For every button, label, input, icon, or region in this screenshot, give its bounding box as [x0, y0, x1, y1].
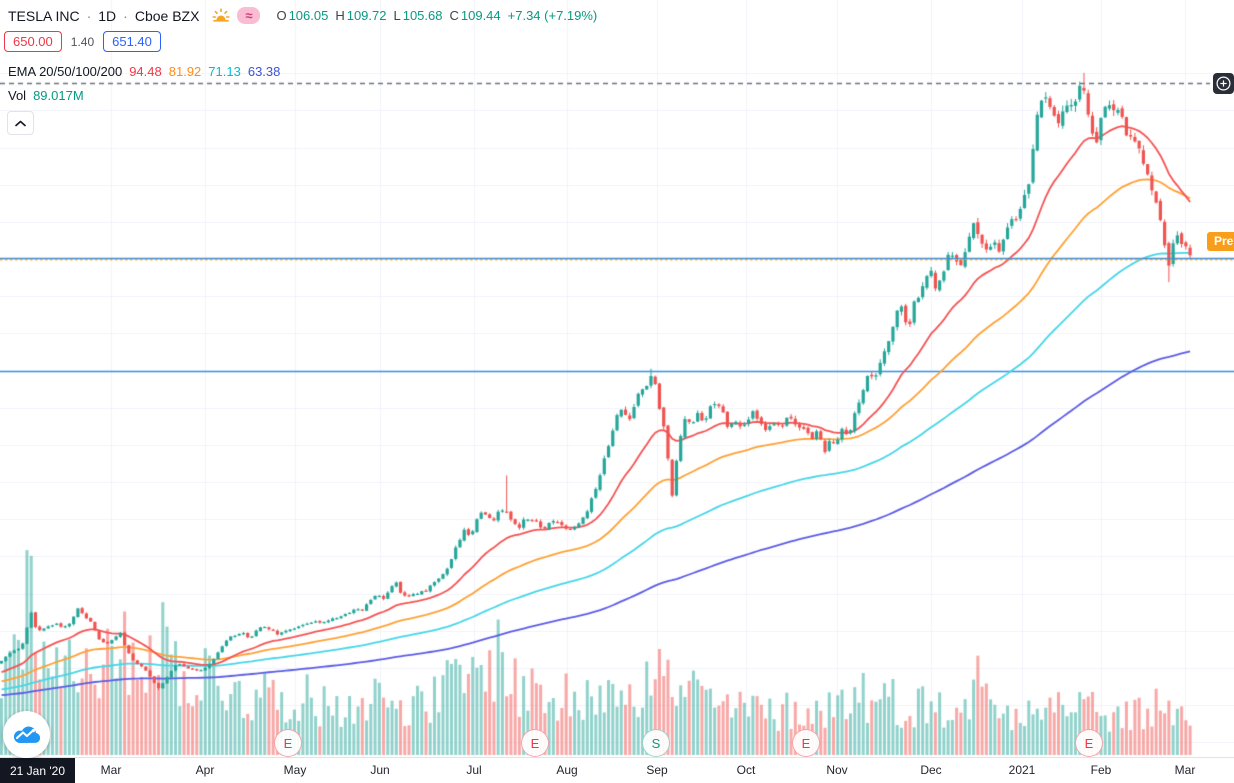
low-label: L: [393, 8, 401, 23]
low-value: 105.68: [402, 8, 443, 23]
tradingview-logo[interactable]: [3, 711, 50, 758]
time-axis-label: Jun: [370, 763, 390, 777]
delayed-data-icon[interactable]: ≈: [237, 7, 261, 24]
spread-value: 1.40: [70, 34, 95, 49]
ohlc-readout: O 106.05 H 109.72 L 105.68 C 109.44 +7.34 (+…: [276, 8, 597, 23]
time-axis-label: Oct: [736, 763, 756, 777]
time-axis-label: Sep: [646, 763, 668, 777]
chevron-up-icon: [15, 120, 26, 126]
time-axis-label: 2021: [1008, 763, 1036, 777]
title-separator: ·: [123, 7, 128, 24]
time-axis-label: Mar: [1174, 763, 1196, 777]
time-axis-label: Jul: [466, 763, 482, 777]
ema-indicator-label[interactable]: EMA 20/50/100/200: [8, 64, 123, 79]
earnings-marker[interactable]: E: [792, 729, 820, 757]
add-alert-plus-icon: [1216, 76, 1231, 91]
earnings-marker[interactable]: E: [274, 729, 302, 757]
sell-price-button[interactable]: 650.00: [4, 31, 62, 52]
time-axis-label: Apr: [195, 763, 215, 777]
time-axis-label: Dec: [920, 763, 942, 777]
volume-value: 89.017M: [33, 88, 84, 103]
time-axis-label: Nov: [826, 763, 848, 777]
interval-label[interactable]: 1D: [98, 7, 117, 24]
title-separator: ·: [86, 7, 92, 24]
earnings-marker[interactable]: E: [521, 729, 549, 757]
open-value: 106.05: [288, 8, 329, 23]
close-label: C: [449, 8, 459, 23]
change-value: +7.34 (+7.19%): [507, 8, 598, 23]
volume-label[interactable]: Vol: [8, 88, 27, 103]
time-axis[interactable]: Mar Apr May Jun Jul Aug Sep Oct Nov Dec 2021 Feb Mar…: [0, 757, 1234, 783]
ema20-value: 94.48: [129, 64, 162, 79]
open-label: O: [276, 8, 287, 23]
time-axis-label: Mar: [100, 763, 122, 777]
price-chart-canvas[interactable]: [0, 0, 1234, 757]
symbol-legend-row: TESLA INC · 1D · Cboe BZX ≈: [8, 7, 597, 24]
close-value: 109.44: [460, 8, 501, 23]
high-value: 109.72: [346, 8, 387, 23]
volume-legend-row: Vol 89.017M: [8, 88, 84, 103]
buy-price-button[interactable]: 651.40: [103, 31, 161, 52]
add-alert-button[interactable]: [1213, 73, 1234, 94]
ema-legend-row: EMA 20/50/100/200 94.48 81.92 71.13 63.3…: [8, 64, 280, 79]
exchange-label[interactable]: Cboe BZX: [134, 7, 200, 24]
sunrise-icon: [211, 7, 231, 24]
time-axis-label: Aug: [556, 763, 578, 777]
ema100-value: 71.13: [208, 64, 241, 79]
ema200-value: 63.38: [247, 64, 281, 79]
crosshair-date-badge: 21 Jan '20: [0, 758, 76, 783]
ema50-value: 81.92: [168, 64, 202, 79]
symbol-title[interactable]: TESLA INC: [8, 7, 80, 24]
cloud-chart-icon: [13, 726, 40, 743]
high-label: H: [335, 8, 345, 23]
time-axis-label: May: [283, 763, 307, 777]
time-axis-label: Feb: [1090, 763, 1112, 777]
order-panel: 650.00 1.40 651.40: [4, 31, 161, 52]
legend-collapse-button[interactable]: [7, 111, 34, 135]
earnings-marker[interactable]: E: [1075, 729, 1103, 757]
split-marker[interactable]: S: [642, 729, 670, 757]
pre-market-badge: Pre: [1207, 232, 1234, 251]
